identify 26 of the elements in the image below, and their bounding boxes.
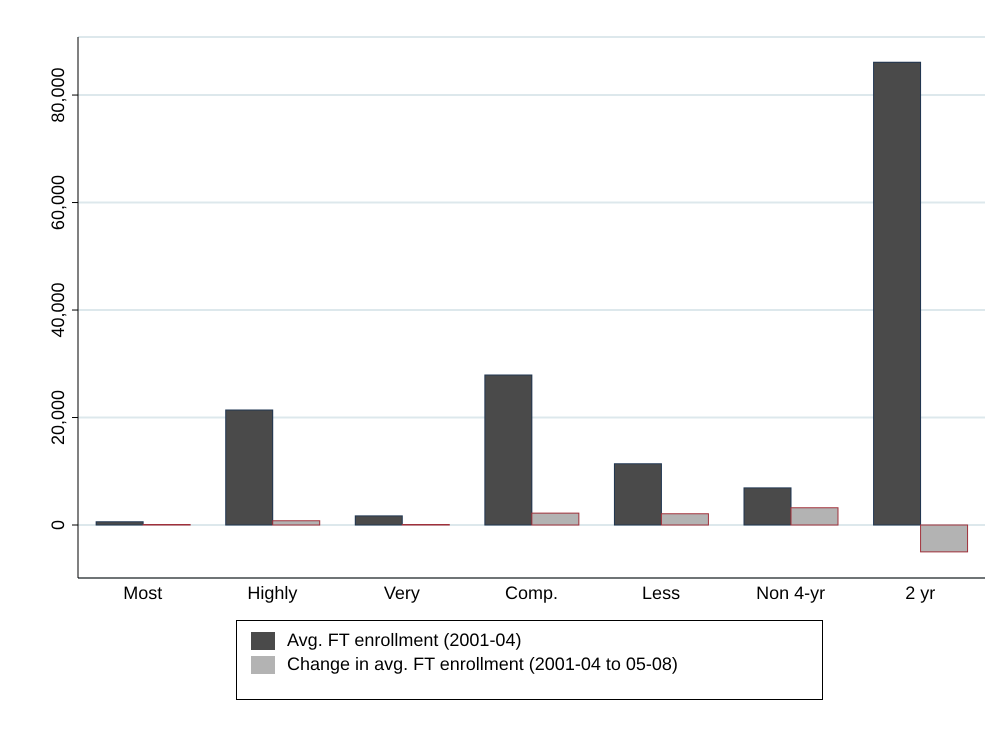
bar bbox=[272, 520, 320, 526]
bar bbox=[354, 515, 403, 526]
x-tick-label: Highly bbox=[247, 582, 298, 603]
legend-label: Change in avg. FT enrollment (2001-04 to 05-08) bbox=[287, 654, 678, 674]
bar bbox=[484, 374, 532, 526]
bar bbox=[531, 512, 580, 526]
bar bbox=[790, 507, 838, 526]
x-tick-label: Very bbox=[384, 582, 420, 603]
bar bbox=[743, 487, 792, 526]
y-tick-label: 20,000 bbox=[48, 390, 68, 446]
legend-label: Avg. FT enrollment (2001-04) bbox=[287, 630, 522, 650]
x-tick-label: Non 4-yr bbox=[756, 582, 826, 603]
bar bbox=[920, 524, 968, 552]
y-tick-label: 40,000 bbox=[48, 282, 68, 338]
bar bbox=[873, 62, 922, 526]
y-tick-label: 80,000 bbox=[48, 68, 68, 123]
y-tick-label: 60,000 bbox=[48, 175, 68, 230]
x-tick-label: Most bbox=[123, 582, 162, 603]
y-tick-label: 0 bbox=[48, 520, 68, 530]
bar bbox=[660, 513, 709, 526]
bar bbox=[225, 409, 274, 526]
x-tick-label: 2 yr bbox=[905, 582, 936, 603]
x-tick-label: Comp. bbox=[504, 582, 558, 603]
bar bbox=[614, 463, 662, 526]
x-tick-label: Less bbox=[642, 582, 680, 603]
bar bbox=[96, 521, 144, 526]
